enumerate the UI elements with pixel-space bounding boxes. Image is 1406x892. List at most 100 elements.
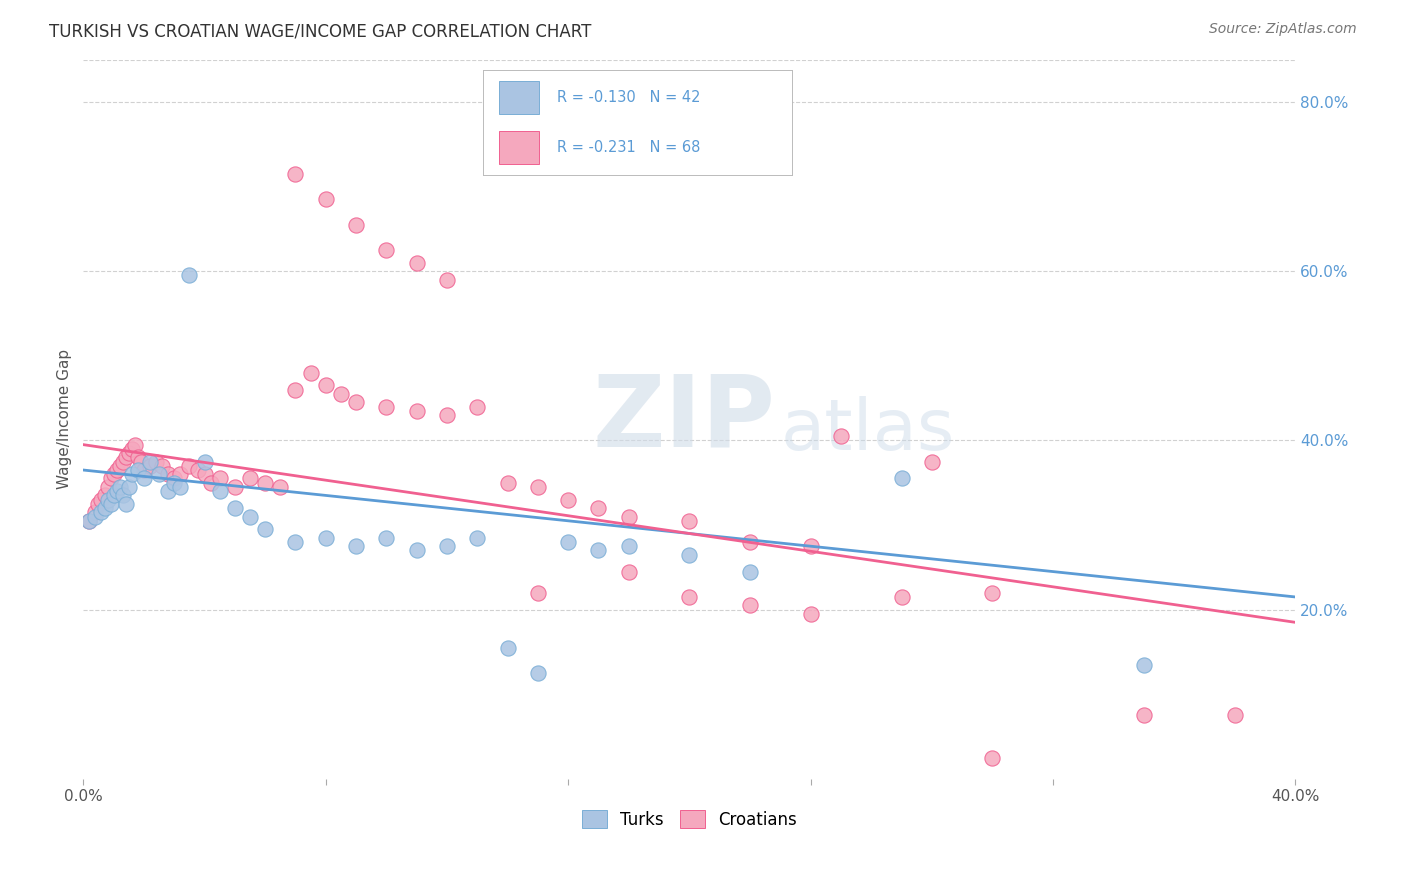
Point bbox=[96, 492, 118, 507]
Point bbox=[738, 599, 761, 613]
Point bbox=[405, 543, 427, 558]
Point bbox=[981, 586, 1004, 600]
Point bbox=[239, 471, 262, 485]
Point bbox=[108, 458, 131, 473]
Point bbox=[344, 218, 367, 232]
Point bbox=[800, 607, 823, 621]
Y-axis label: Wage/Income Gap: Wage/Income Gap bbox=[58, 349, 72, 490]
Point bbox=[557, 535, 579, 549]
Point bbox=[527, 480, 550, 494]
Point bbox=[150, 458, 173, 473]
Point bbox=[200, 475, 222, 490]
Point bbox=[127, 450, 149, 465]
Point bbox=[157, 467, 180, 482]
Point bbox=[375, 400, 398, 414]
Point bbox=[496, 475, 519, 490]
Point bbox=[114, 450, 136, 465]
Point bbox=[105, 484, 128, 499]
Point bbox=[1133, 708, 1156, 723]
Point bbox=[84, 509, 107, 524]
Point bbox=[981, 751, 1004, 765]
Point bbox=[79, 514, 101, 528]
Point bbox=[208, 484, 231, 499]
Point bbox=[103, 467, 125, 482]
Point bbox=[496, 640, 519, 655]
Point bbox=[1133, 657, 1156, 672]
Point bbox=[527, 666, 550, 681]
Point bbox=[436, 539, 458, 553]
Point bbox=[193, 454, 215, 468]
Point bbox=[254, 475, 277, 490]
Point bbox=[405, 256, 427, 270]
Point bbox=[111, 488, 134, 502]
Point bbox=[738, 565, 761, 579]
Point bbox=[193, 467, 215, 482]
Point bbox=[617, 565, 640, 579]
Point bbox=[163, 471, 186, 485]
Point bbox=[100, 471, 122, 485]
Point bbox=[315, 378, 337, 392]
Point bbox=[1223, 708, 1246, 723]
Point bbox=[169, 480, 191, 494]
Point bbox=[617, 509, 640, 524]
Point bbox=[678, 548, 700, 562]
Point bbox=[148, 467, 170, 482]
Point bbox=[284, 535, 307, 549]
Point bbox=[315, 192, 337, 206]
Point bbox=[557, 492, 579, 507]
Point bbox=[114, 497, 136, 511]
Point bbox=[163, 475, 186, 490]
Point bbox=[224, 501, 246, 516]
Point bbox=[269, 480, 291, 494]
Point bbox=[375, 243, 398, 257]
Point bbox=[145, 454, 167, 468]
Point bbox=[179, 268, 201, 283]
Point bbox=[678, 514, 700, 528]
Text: ZIP: ZIP bbox=[592, 371, 775, 467]
Point bbox=[329, 387, 352, 401]
Point bbox=[132, 463, 155, 477]
Point bbox=[465, 531, 488, 545]
Point bbox=[132, 471, 155, 485]
Point bbox=[588, 501, 610, 516]
Point bbox=[124, 437, 146, 451]
Point bbox=[129, 454, 152, 468]
Point bbox=[105, 463, 128, 477]
Point bbox=[121, 467, 143, 482]
Point bbox=[299, 366, 322, 380]
Point bbox=[208, 471, 231, 485]
Point bbox=[224, 480, 246, 494]
Point bbox=[284, 167, 307, 181]
Point bbox=[169, 467, 191, 482]
Point bbox=[127, 463, 149, 477]
Point bbox=[87, 497, 110, 511]
Point bbox=[465, 400, 488, 414]
Text: TURKISH VS CROATIAN WAGE/INCOME GAP CORRELATION CHART: TURKISH VS CROATIAN WAGE/INCOME GAP CORR… bbox=[49, 22, 592, 40]
Legend: Turks, Croatians: Turks, Croatians bbox=[575, 804, 804, 835]
Point bbox=[100, 497, 122, 511]
Point bbox=[108, 480, 131, 494]
Point bbox=[436, 272, 458, 286]
Point bbox=[157, 484, 180, 499]
Point bbox=[111, 454, 134, 468]
Point bbox=[344, 539, 367, 553]
Point bbox=[738, 535, 761, 549]
Point bbox=[830, 429, 852, 443]
Point bbox=[90, 505, 112, 519]
Point bbox=[84, 505, 107, 519]
Point bbox=[103, 488, 125, 502]
Point bbox=[90, 492, 112, 507]
Point bbox=[254, 522, 277, 536]
Point bbox=[139, 458, 162, 473]
Point bbox=[890, 471, 912, 485]
Point bbox=[617, 539, 640, 553]
Point bbox=[375, 531, 398, 545]
Text: atlas: atlas bbox=[780, 395, 955, 465]
Point bbox=[121, 442, 143, 456]
Point bbox=[96, 480, 118, 494]
Point bbox=[284, 383, 307, 397]
Point bbox=[800, 539, 823, 553]
Point bbox=[921, 454, 943, 468]
Point bbox=[405, 404, 427, 418]
Point bbox=[79, 514, 101, 528]
